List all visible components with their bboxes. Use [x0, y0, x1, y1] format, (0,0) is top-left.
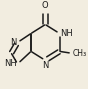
Text: NH: NH	[61, 29, 73, 38]
Text: N: N	[10, 38, 17, 47]
Text: N: N	[42, 61, 48, 70]
Text: O: O	[42, 1, 49, 10]
Text: NH: NH	[4, 59, 17, 68]
Text: CH₃: CH₃	[72, 49, 86, 58]
